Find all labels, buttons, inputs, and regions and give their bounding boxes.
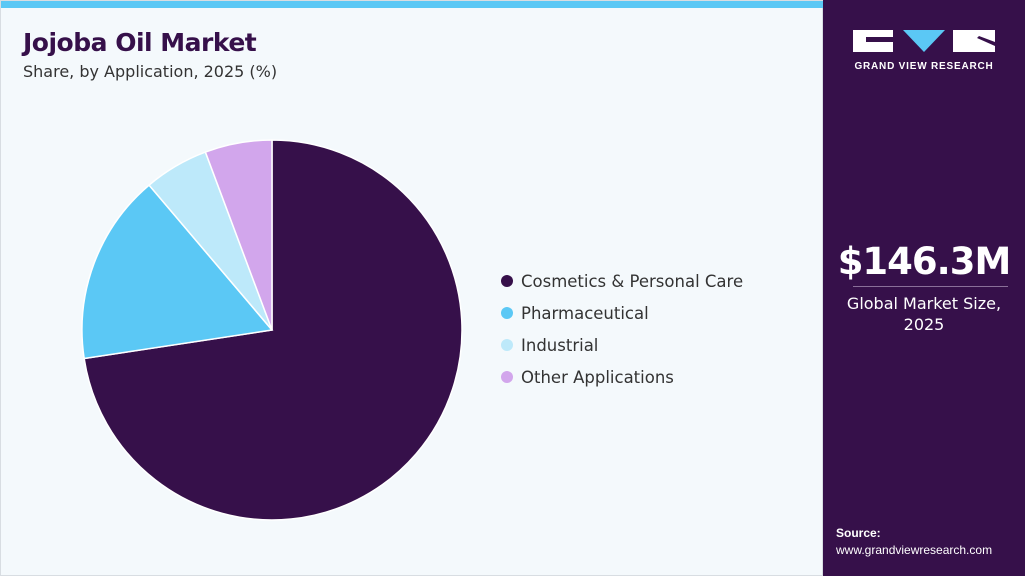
legend-item: Pharmaceutical — [501, 297, 743, 329]
chart-subtitle: Share, by Application, 2025 (%) — [23, 62, 278, 81]
grand-view-research-logo — [853, 30, 995, 52]
legend-marker — [501, 307, 513, 319]
pie-slice-cosmetics-personal-care — [83, 139, 463, 521]
legend-label: Industrial — [521, 335, 599, 355]
pie-slice-other-applications — [204, 139, 273, 331]
legend-marker — [501, 275, 513, 287]
legend-item: Industrial — [501, 329, 743, 361]
divider — [853, 286, 1008, 287]
legend: Cosmetics & Personal Care Pharmaceutical I… — [501, 265, 743, 393]
legend-label: Cosmetics & Personal Care — [521, 271, 744, 291]
legend-label: Other Applications — [521, 367, 674, 387]
legend-item: Cosmetics & Personal Care — [501, 265, 743, 297]
accent-bar — [1, 1, 824, 8]
source-link[interactable]: www.grandviewresearch.com — [836, 543, 993, 557]
pie-slice-pharmaceutical — [81, 184, 274, 360]
pie-chart — [81, 139, 463, 521]
market-size-label: Global Market Size, 2025 — [846, 294, 1002, 334]
source-label: Source: — [836, 526, 881, 540]
chart-title: Jojoba Oil Market — [23, 28, 257, 57]
chart-panel: Jojoba Oil Market Share, by Application,… — [0, 0, 824, 576]
legend-marker — [501, 371, 513, 383]
legend-marker — [501, 339, 513, 351]
legend-item: Other Applications — [501, 361, 743, 393]
logo-text: GRAND VIEW RESEARCH — [854, 61, 994, 72]
legend-label: Pharmaceutical — [521, 303, 649, 323]
sidebar: GRAND VIEW RESEARCH $146.3M Global Marke… — [823, 0, 1025, 576]
market-size-value: $146.3M — [837, 240, 1012, 283]
